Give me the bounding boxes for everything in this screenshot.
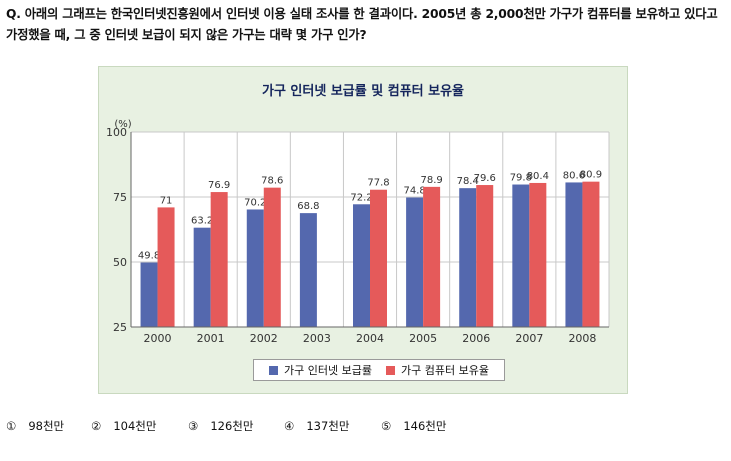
bar <box>476 185 494 327</box>
data-label: 63.2 <box>191 216 213 227</box>
bar <box>193 227 211 327</box>
answer-text-5: 146천만 <box>403 419 447 433</box>
y-tick-label: 100 <box>106 126 127 139</box>
legend-item-internet: 가구 인터넷 보급률 <box>269 362 372 378</box>
data-label: 80.4 <box>527 171 549 182</box>
answer-text-4: 137천만 <box>306 419 350 433</box>
question-text: Q. 아래의 그래프는 한국인터넷진흥원에서 인터넷 이용 실태 조사를 한 결… <box>6 7 718 42</box>
answer-choice-1[interactable]: ① 98천만 <box>6 418 64 434</box>
answer-number-2: ② <box>91 419 102 433</box>
data-label: 70.2 <box>244 197 266 208</box>
bar <box>582 181 600 327</box>
answer-number-4: ④ <box>284 419 295 433</box>
y-tick-label: 75 <box>113 191 127 204</box>
data-label: 71 <box>160 195 173 206</box>
answer-choices: ① 98천만 ② 104천만 ③ 126천만 ④ 137천만 ⑤ 146천만 <box>6 418 726 438</box>
x-tick-label: 2006 <box>462 332 490 345</box>
bar <box>210 192 228 327</box>
data-label: 79.6 <box>474 173 496 184</box>
x-tick-label: 2001 <box>197 332 225 345</box>
bar <box>157 207 175 327</box>
answer-number-3: ③ <box>188 419 199 433</box>
bar <box>529 182 547 327</box>
answer-choice-2[interactable]: ② 104천만 <box>91 418 156 434</box>
x-tick-label: 2007 <box>515 332 543 345</box>
data-label: 80.6 <box>563 170 585 181</box>
data-label: 68.8 <box>297 201 319 212</box>
bar <box>565 182 583 327</box>
bar <box>353 204 370 327</box>
x-tick-label: 2003 <box>303 332 331 345</box>
x-tick-label: 2008 <box>568 332 596 345</box>
y-tick-label: 25 <box>113 321 127 334</box>
chart-panel: 가구 인터넷 보급률 및 컴퓨터 보유율 25 50 75 100 (%) 49.8 71 2… <box>98 66 628 394</box>
data-label: 79.8 <box>510 173 532 184</box>
bar <box>263 187 281 327</box>
answer-text-1: 98천만 <box>28 419 65 433</box>
data-label: 72.2 <box>350 192 372 203</box>
legend-label-internet: 가구 인터넷 보급률 <box>284 364 372 377</box>
data-label: 76.9 <box>208 180 230 191</box>
x-tick-label: 2005 <box>409 332 437 345</box>
bar <box>423 186 441 327</box>
data-label: 74.8 <box>403 186 425 197</box>
y-tick-label: 50 <box>113 256 127 269</box>
answer-text-3: 126천만 <box>210 419 254 433</box>
y-axis-label: (%) <box>114 119 131 130</box>
chart-title: 가구 인터넷 보급률 및 컴퓨터 보유율 <box>261 84 465 99</box>
answer-number-5: ⑤ <box>381 419 392 433</box>
answer-text-2: 104천만 <box>113 419 157 433</box>
data-label: 78.6 <box>261 176 283 187</box>
legend-item-computer: 가구 컴퓨터 보유율 <box>386 362 489 378</box>
bar <box>370 189 387 327</box>
data-label: 80.9 <box>580 170 602 181</box>
data-label: 78.9 <box>420 175 442 186</box>
bar <box>246 209 264 327</box>
answer-choice-5[interactable]: ⑤ 146천만 <box>381 418 446 434</box>
chart-legend: 가구 인터넷 보급률 가구 컴퓨터 보유율 <box>253 359 505 381</box>
data-label: 78.4 <box>457 176 479 187</box>
answer-choice-4[interactable]: ④ 137천만 <box>284 418 349 434</box>
data-label: 77.8 <box>367 178 389 189</box>
x-tick-label: 2002 <box>250 332 278 345</box>
legend-label-computer: 가구 컴퓨터 보유율 <box>401 364 489 377</box>
bar <box>459 188 477 327</box>
legend-swatch-internet <box>269 365 279 375</box>
answer-choice-3[interactable]: ③ 126천만 <box>188 418 253 434</box>
bar <box>299 213 317 327</box>
bar <box>512 184 530 327</box>
answer-number-1: ① <box>6 419 17 433</box>
data-label: 49.8 <box>138 251 160 262</box>
x-tick-label: 2000 <box>144 332 172 345</box>
bar-chart: 25 50 75 100(%) 49.8 71 2000 63.2 76.9 2001 70.2 78… <box>106 119 610 345</box>
x-tick-label: 2004 <box>356 332 384 345</box>
bar <box>406 197 424 327</box>
bar <box>140 262 158 327</box>
legend-swatch-computer <box>386 365 396 375</box>
